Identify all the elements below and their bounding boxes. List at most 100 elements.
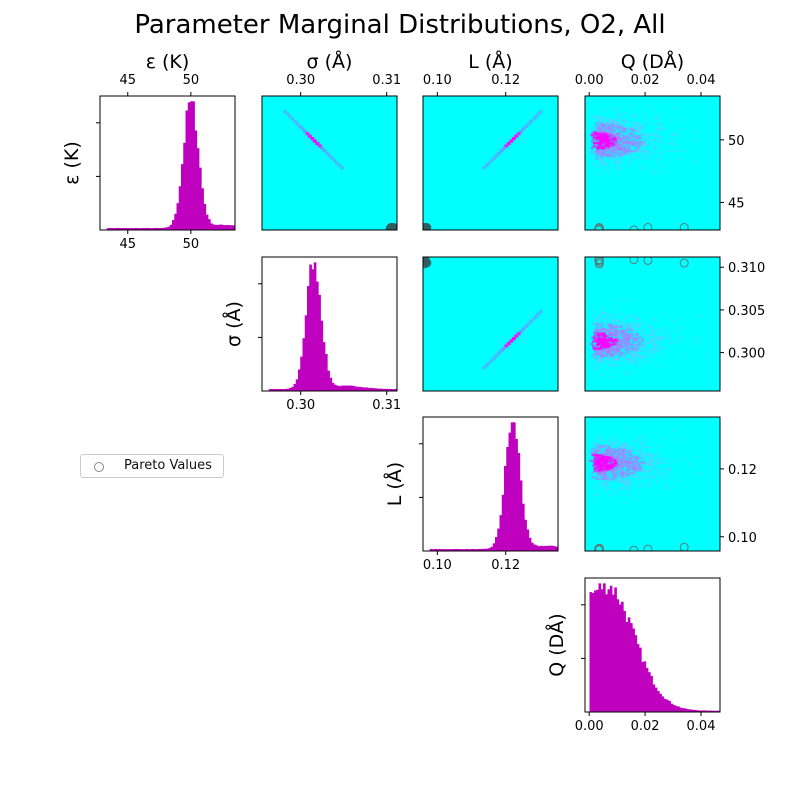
density-cell [645, 144, 649, 147]
density-cell [654, 338, 658, 341]
density-cell [675, 132, 679, 135]
density-cell [616, 454, 620, 457]
density-cell [608, 152, 612, 155]
density-cell [651, 134, 655, 136]
density-cell [632, 465, 636, 468]
density-cell [611, 120, 615, 123]
histogram-bar [163, 227, 166, 230]
histogram-bar [136, 228, 139, 230]
density-cell [598, 130, 601, 133]
histogram-bar [156, 228, 159, 230]
histogram-bar [106, 228, 110, 230]
density-cell [638, 468, 642, 471]
density-cell [636, 147, 640, 149]
density-cell [627, 472, 630, 475]
histogram-bar [612, 594, 615, 712]
density-cell [620, 330, 624, 333]
density-cell [620, 343, 624, 346]
histogram-bar [354, 386, 357, 391]
density-cell [596, 127, 600, 130]
density-cell [602, 472, 606, 474]
density-cell [634, 454, 638, 457]
density-cell [635, 339, 639, 341]
density-cell [617, 153, 620, 156]
histogram-bar [648, 672, 651, 712]
density-cell [604, 354, 608, 357]
density-cell [633, 343, 637, 346]
density-cell [610, 123, 614, 126]
density-cell [605, 350, 609, 353]
density-cell [655, 162, 659, 165]
density-cell [591, 452, 594, 455]
density-cell [642, 454, 646, 457]
density-cell [593, 457, 597, 460]
density-cell [618, 459, 622, 462]
density-cell [625, 327, 628, 330]
density-cell [595, 450, 599, 453]
density-cell [654, 118, 658, 121]
density-cell [619, 149, 623, 152]
density-cell [688, 463, 692, 466]
density-cell [616, 147, 620, 150]
density-cell [593, 470, 597, 473]
density-cell [607, 450, 611, 453]
density-cell [606, 166, 610, 169]
density-cell [640, 446, 644, 449]
density-cell [613, 462, 617, 465]
density-cell [637, 345, 641, 348]
histogram-bar [659, 693, 662, 712]
density-cell [655, 457, 659, 460]
density-cell [627, 137, 631, 140]
density-cell [651, 460, 655, 463]
density-cell [634, 467, 637, 470]
density-cell [609, 346, 613, 349]
density-cell [607, 448, 611, 451]
density-cell [610, 470, 614, 473]
top-tick-label: 0.30 [286, 73, 315, 88]
density-cell [602, 446, 606, 449]
histogram-bar [289, 388, 292, 391]
density-cell [621, 339, 625, 341]
density-cell [608, 348, 612, 351]
density-cell [609, 359, 613, 362]
density-cell [675, 341, 678, 344]
density-cell [623, 150, 626, 153]
density-cell [607, 330, 611, 333]
density-cell [650, 457, 654, 460]
density-cell [594, 448, 598, 451]
density-cell [600, 460, 604, 463]
density-cell [631, 340, 635, 343]
density-cell [615, 349, 619, 352]
density-cell [602, 339, 606, 342]
density-cell [536, 112, 541, 116]
density-cell [626, 468, 630, 471]
density-cell [654, 330, 658, 333]
density-cell [605, 355, 609, 358]
density-cell [621, 154, 625, 157]
density-cell [615, 329, 619, 332]
density-cell [614, 139, 618, 142]
density-cell [511, 137, 516, 141]
density-cell [601, 128, 604, 131]
density-cell [598, 150, 601, 153]
density-cell [611, 143, 615, 146]
density-cell [654, 158, 658, 161]
density-cell [616, 447, 620, 450]
density-cell [615, 473, 619, 476]
density-cell [642, 345, 646, 348]
histogram-bar [693, 709, 696, 712]
density-cell [631, 468, 635, 471]
density-cell [593, 460, 597, 463]
density-cell [596, 116, 600, 119]
density-cell [657, 461, 661, 464]
density-cell [670, 339, 674, 342]
density-cell [624, 338, 628, 340]
density-cell [620, 468, 624, 471]
histogram-bar [115, 227, 119, 230]
density-cell [625, 142, 629, 145]
density-cell [640, 336, 644, 339]
histogram-bar [465, 548, 469, 551]
density-cell [599, 365, 603, 368]
density-cell [649, 338, 653, 341]
density-cell [601, 459, 605, 461]
